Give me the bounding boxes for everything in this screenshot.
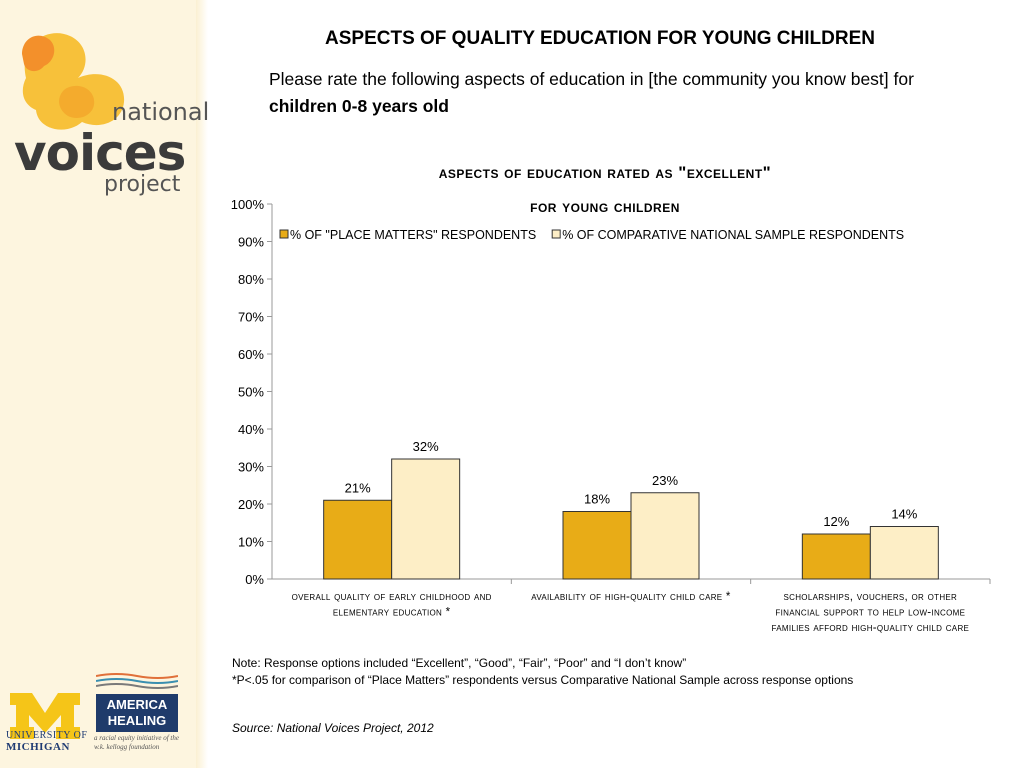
um-text-line2: MICHIGAN — [6, 741, 70, 753]
ah-line2: HEALING — [107, 713, 167, 728]
bar — [323, 499, 393, 580]
x-category-label: overall quality of early childhood and — [292, 591, 492, 603]
legend-label: % OF "PLACE MATTERS" RESPONDENTS — [290, 228, 536, 242]
x-category-label: families afford high-quality child care — [771, 622, 969, 634]
slide-title: ASPECTS OF QUALITY EDUCATION FOR YOUNG C… — [325, 28, 875, 49]
y-tick-label: 10% — [238, 535, 264, 550]
bar-data-label: 18% — [584, 492, 610, 507]
bar — [630, 492, 700, 580]
national-voices-logo-icon — [22, 33, 125, 130]
ah-tagline: a racial equity initiative of the w.k. k… — [94, 734, 179, 751]
footnote: Note: Response options included “Excelle… — [232, 655, 853, 689]
legend-swatch — [551, 229, 561, 239]
y-tick-label: 0% — [245, 572, 264, 587]
chart-title-line1: aspects of education rated as "excellent… — [438, 163, 772, 182]
x-category-label: elementary education * — [333, 607, 451, 619]
bar-chart: 0% 10% 20% 30% 40% 50% 60% 70% 80% 90% 100% 21% 32% o… — [231, 197, 991, 634]
subtitle-bold: children 0-8 years old — [269, 96, 449, 116]
ah-line1: AMERICA — [106, 697, 168, 712]
y-tick-label: 80% — [238, 272, 264, 287]
bar — [391, 458, 461, 580]
sidebar-panel — [0, 0, 196, 768]
logo-text-voices: voices — [14, 124, 186, 182]
x-category-label: financial support to help low-income — [775, 607, 965, 619]
america-healing-lines-icon — [96, 673, 178, 689]
slide-subtitle: Please rate the following aspects of edu… — [269, 66, 929, 120]
bar-data-label: 12% — [823, 514, 849, 529]
logo-text-project: project — [104, 172, 181, 197]
bar — [869, 526, 939, 580]
y-tick-label: 40% — [238, 422, 264, 437]
y-tick-label: 100% — [231, 197, 265, 212]
bar-data-label: 14% — [891, 507, 917, 522]
y-tick-label: 60% — [238, 347, 264, 362]
bar-data-label: 21% — [345, 480, 371, 495]
america-healing-logo: AMERICA HEALING — [96, 694, 178, 732]
um-text-line1: UNIVERSITY OF — [6, 730, 88, 741]
x-category-label: scholarships, vouchers, or other — [784, 591, 958, 603]
y-tick-label: 30% — [238, 460, 264, 475]
bar — [562, 511, 632, 580]
bar-data-label: 23% — [652, 473, 678, 488]
legend-label: % OF COMPARATIVE NATIONAL SAMPLE RESPOND… — [562, 228, 904, 242]
bar — [801, 533, 871, 580]
y-tick-label: 70% — [238, 310, 264, 325]
source-note: Source: National Voices Project, 2012 — [232, 721, 434, 735]
logo-text-national: national — [112, 98, 210, 126]
y-tick-label: 20% — [238, 497, 264, 512]
y-tick-label: 50% — [238, 385, 264, 400]
subtitle-prefix: Please rate the following aspects of edu… — [269, 69, 914, 89]
x-category-label: availability of high-quality child care … — [531, 591, 731, 603]
footnote-line1: Note: Response options included “Excelle… — [232, 656, 687, 670]
chart-title: aspects of education rated as "excellent… — [300, 156, 910, 224]
legend-swatch — [279, 229, 289, 239]
y-tick-label: 90% — [238, 235, 264, 250]
footnote-line2: *P<.05 for comparison of “Place Matters”… — [232, 673, 854, 687]
bar-data-label: 32% — [413, 439, 439, 454]
sidebar-edge — [196, 0, 208, 768]
chart-title-line2: for young children — [530, 197, 680, 216]
university-michigan-logo-icon — [10, 693, 80, 739]
